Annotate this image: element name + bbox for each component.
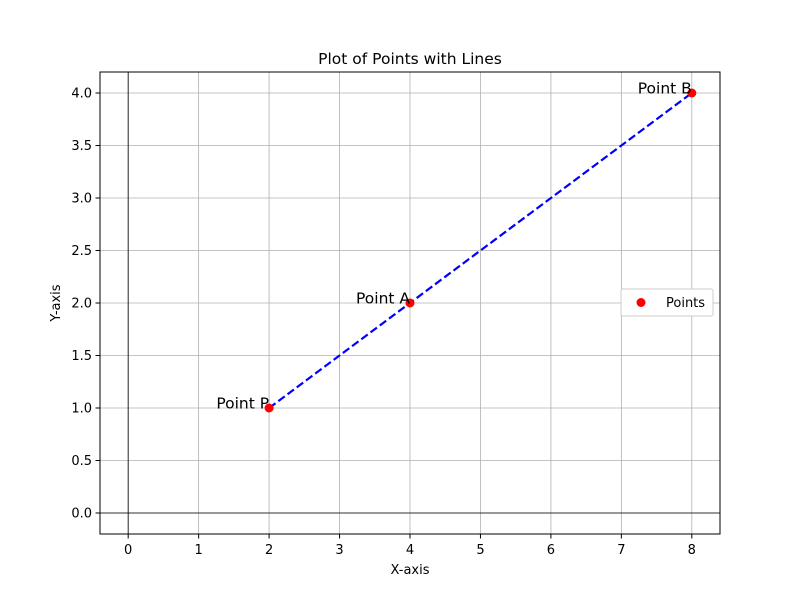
zero-lines — [100, 72, 720, 534]
x-tick-label: 7 — [617, 543, 625, 558]
x-tick-label: 8 — [688, 543, 696, 558]
x-tick-label: 1 — [194, 543, 202, 558]
chart-title: Plot of Points with Lines — [318, 50, 502, 68]
scatter-point — [405, 298, 415, 308]
scatter-series — [264, 88, 697, 413]
legend: Points — [620, 288, 714, 317]
point-annotation: Point P — [216, 395, 269, 413]
x-axis-label: X-axis — [391, 563, 430, 578]
y-tick-label: 1.5 — [71, 349, 92, 364]
scatter-point — [687, 88, 697, 98]
y-tick-label: 4.0 — [71, 87, 92, 102]
x-ticks: 0 1 2 3 4 5 6 7 8 — [124, 534, 696, 558]
y-tick-label: 0.0 — [71, 507, 92, 522]
x-tick-label: 5 — [476, 543, 484, 558]
y-tick-label: 3.5 — [71, 139, 92, 154]
y-tick-label: 0.5 — [71, 454, 92, 469]
x-tick-label: 3 — [335, 543, 343, 558]
scatter-point — [264, 403, 274, 413]
x-tick-label: 6 — [547, 543, 555, 558]
x-tick-label: 4 — [406, 543, 414, 558]
y-tick-label: 1.0 — [71, 402, 92, 417]
y-tick-label: 2.5 — [71, 244, 92, 259]
y-tick-label: 2.0 — [71, 297, 92, 312]
y-axis-label: Y-axis — [49, 284, 64, 322]
x-tick-label: 0 — [124, 543, 132, 558]
point-annotations: Point P Point A Point B — [216, 80, 691, 413]
legend-box — [620, 288, 714, 317]
y-ticks: 0.0 0.5 1.0 1.5 2.0 2.5 3.0 3.5 4.0 — [71, 87, 100, 522]
point-annotation: Point A — [356, 290, 410, 308]
x-tick-label: 2 — [265, 543, 273, 558]
legend-label: Points — [666, 296, 705, 311]
legend-marker — [636, 298, 646, 307]
point-annotation: Point B — [638, 80, 692, 98]
y-tick-label: 3.0 — [71, 192, 92, 207]
